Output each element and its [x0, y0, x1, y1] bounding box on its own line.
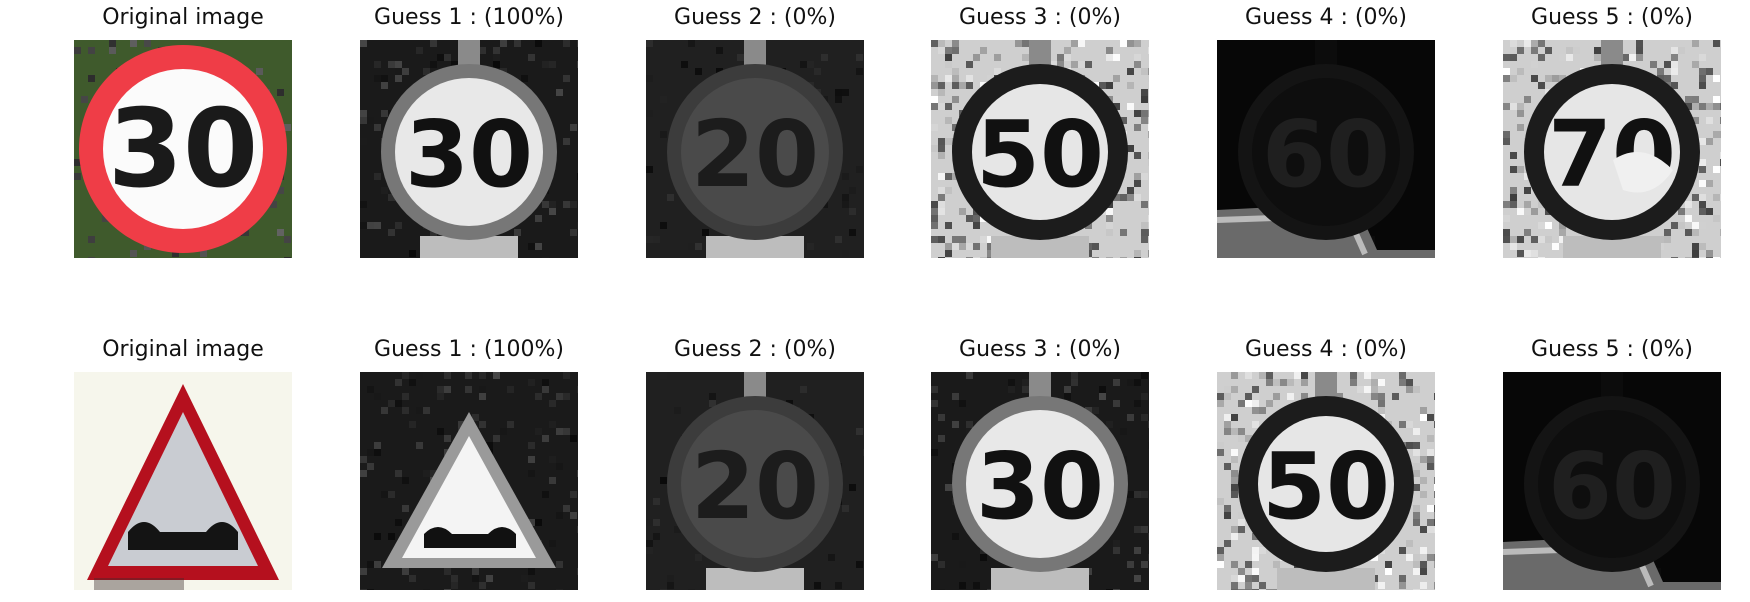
sign-image: 20 — [646, 372, 864, 590]
panel-title: Guess 3 : (0%) — [959, 337, 1121, 362]
panel-title: Guess 4 : (0%) — [1245, 337, 1407, 362]
sign-image: 60 — [1503, 372, 1721, 590]
sign-image: 20 — [646, 40, 864, 258]
svg-text:70: 70 — [1548, 101, 1676, 208]
svg-text:50: 50 — [976, 101, 1104, 208]
svg-text:20: 20 — [691, 433, 819, 540]
sign-image — [360, 372, 578, 590]
sign-image: 50 — [1217, 372, 1435, 590]
sign-image: 30 — [360, 40, 578, 258]
svg-text:50: 50 — [1262, 433, 1390, 540]
panel-title: Guess 5 : (0%) — [1531, 337, 1693, 362]
panel-title: Guess 4 : (0%) — [1245, 5, 1407, 30]
svg-text:30: 30 — [108, 87, 258, 212]
panel-title: Original image — [102, 5, 264, 30]
svg-text:60: 60 — [1262, 101, 1390, 208]
sign-image — [74, 372, 292, 590]
panel-title: Guess 2 : (0%) — [674, 337, 836, 362]
panel-title: Guess 5 : (0%) — [1531, 5, 1693, 30]
svg-text:60: 60 — [1548, 433, 1676, 540]
panel-title: Original image — [102, 337, 264, 362]
sign-image: 30 — [74, 40, 292, 258]
svg-text:30: 30 — [405, 101, 533, 208]
panel-title: Guess 3 : (0%) — [959, 5, 1121, 30]
sign-image: 50 — [931, 40, 1149, 258]
panel-title: Guess 1 : (100%) — [374, 5, 564, 30]
svg-text:20: 20 — [691, 101, 819, 208]
sign-image: 70 — [1503, 40, 1721, 258]
svg-text:30: 30 — [976, 433, 1104, 540]
panel-title: Guess 2 : (0%) — [674, 5, 836, 30]
sign-image: 30 — [931, 372, 1149, 590]
sign-image: 60 — [1217, 40, 1435, 258]
panel-title: Guess 1 : (100%) — [374, 337, 564, 362]
